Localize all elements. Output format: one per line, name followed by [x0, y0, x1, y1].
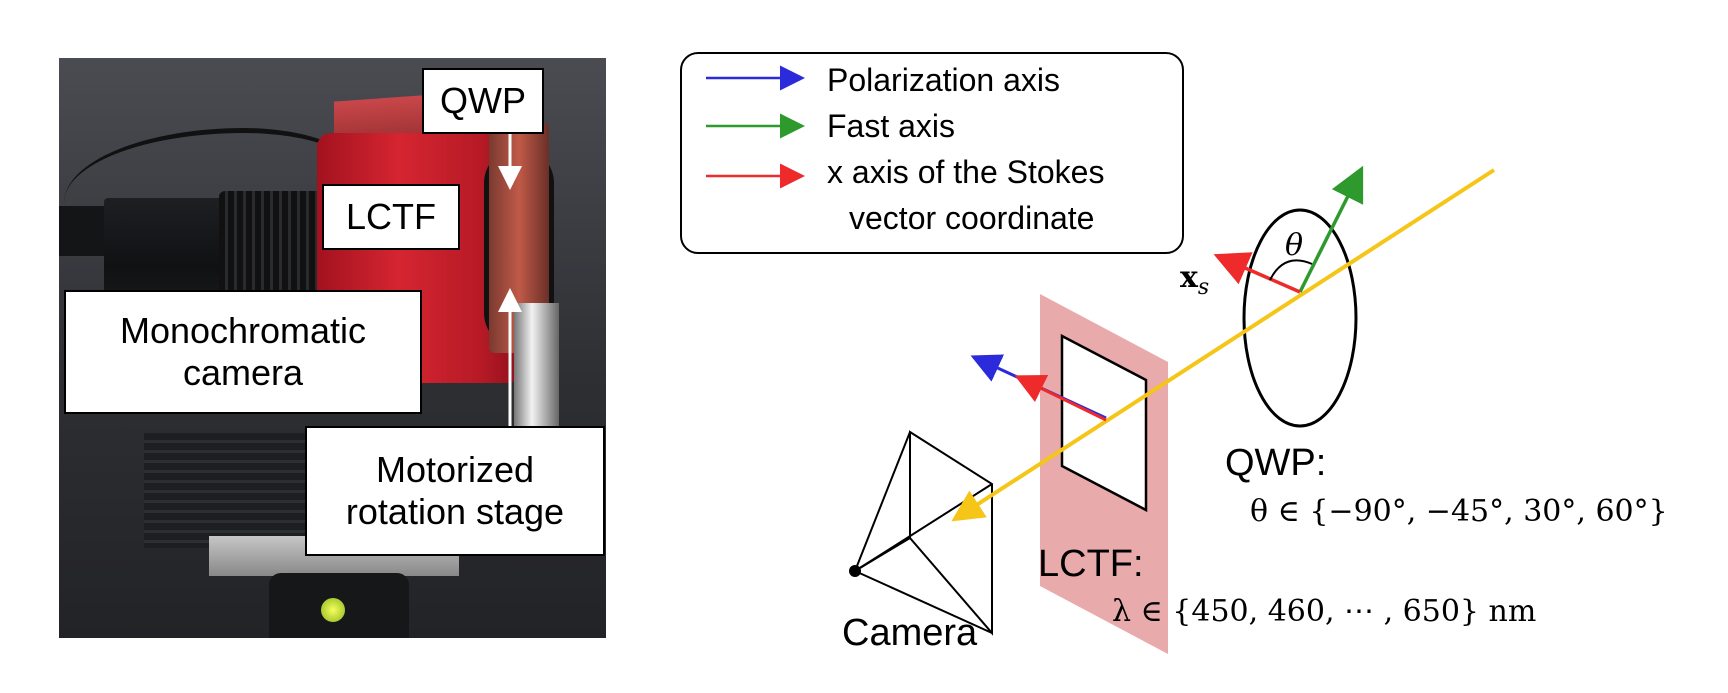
qwp-stokes-x-arrow — [1213, 252, 1301, 294]
lctf-label: LCTF — [322, 184, 460, 250]
qwp-plate — [1242, 208, 1358, 428]
lctf-wavelength-set: λ ∈ {450, 460, ⋯ , 650} nm — [1112, 594, 1537, 629]
mono-label-line2: camera — [182, 352, 304, 393]
lctf-title: LCTF: — [1038, 543, 1144, 585]
mono-label-line1: Monochromatic — [119, 310, 367, 351]
xs-subscript: s — [1197, 275, 1210, 300]
motor-label-line2: rotation stage — [345, 491, 565, 532]
legend-stokes-label-line2: vector coordinate — [849, 200, 1095, 236]
theta-angle-label: θ — [1285, 228, 1304, 263]
legend-polarization-label: Polarization axis — [827, 62, 1060, 98]
legend-stokes-label-line1: x axis of the Stokes — [827, 154, 1105, 190]
legend-box: Polarization axis Fast axis x axis of th… — [680, 52, 1184, 254]
xs-main: x — [1180, 260, 1198, 295]
lctf-stokes-x-arrow — [1014, 375, 1107, 422]
light-beam — [951, 168, 1496, 522]
qwp-title: QWP: — [1225, 442, 1327, 484]
usb-cable — [64, 128, 364, 253]
fast-axis-arrow — [1298, 165, 1364, 293]
qwp-angle-set: θ ∈ {−90°, −45°, 30°, 60°} — [1250, 494, 1668, 529]
qwp-label: QWP — [422, 68, 544, 134]
camera-center-point — [849, 565, 861, 577]
motor-label-line1: Motorized — [375, 449, 535, 490]
legend-fast-label: Fast axis — [827, 108, 956, 144]
bubble-level-icon — [321, 598, 345, 622]
qwp-label-text: QWP — [440, 80, 526, 121]
camera-pyramid — [854, 430, 993, 636]
monochromatic-camera-label: Monochromatic camera — [64, 290, 422, 414]
theta-angle-arc — [1269, 259, 1313, 281]
xs-axis-label: xs — [1180, 260, 1209, 300]
camera-title: Camera — [842, 612, 978, 654]
motorized-stage-label: Motorized rotation stage — [305, 426, 605, 556]
lctf-label-text: LCTF — [346, 196, 436, 237]
camera-connector — [59, 206, 109, 256]
